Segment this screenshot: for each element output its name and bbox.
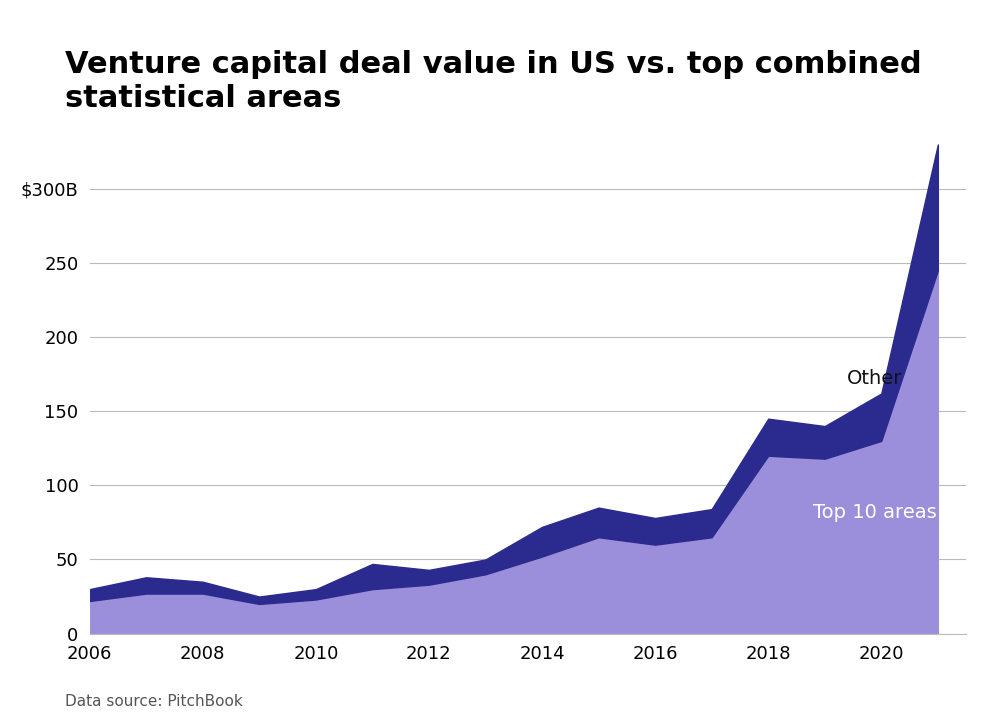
Text: Other: Other — [848, 369, 902, 388]
Text: Top 10 areas: Top 10 areas — [814, 503, 937, 521]
Text: Venture capital deal value in US vs. top combined
statistical areas: Venture capital deal value in US vs. top… — [65, 50, 921, 113]
Text: Data source: PitchBook: Data source: PitchBook — [65, 694, 242, 709]
